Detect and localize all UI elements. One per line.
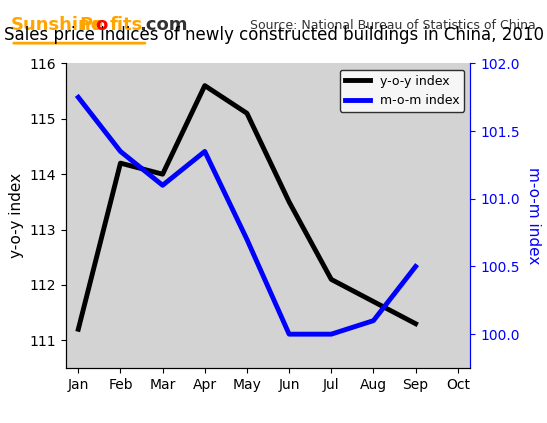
Y-axis label: y-o-y index: y-o-y index <box>9 173 24 258</box>
Legend: y-o-y index, m-o-m index: y-o-y index, m-o-m index <box>340 70 464 112</box>
Text: Pr: Pr <box>79 16 101 34</box>
Text: Sunshine: Sunshine <box>11 16 104 34</box>
Y-axis label: m-o-m index: m-o-m index <box>526 167 540 264</box>
Text: fits: fits <box>109 16 143 34</box>
Text: o: o <box>96 16 108 34</box>
Text: Source: National Bureau of Statistics of China: Source: National Bureau of Statistics of… <box>251 19 536 32</box>
Text: Sales price indices of newly constructed buildings in China, 2010: Sales price indices of newly constructed… <box>3 26 544 44</box>
Text: .com: .com <box>139 16 188 34</box>
